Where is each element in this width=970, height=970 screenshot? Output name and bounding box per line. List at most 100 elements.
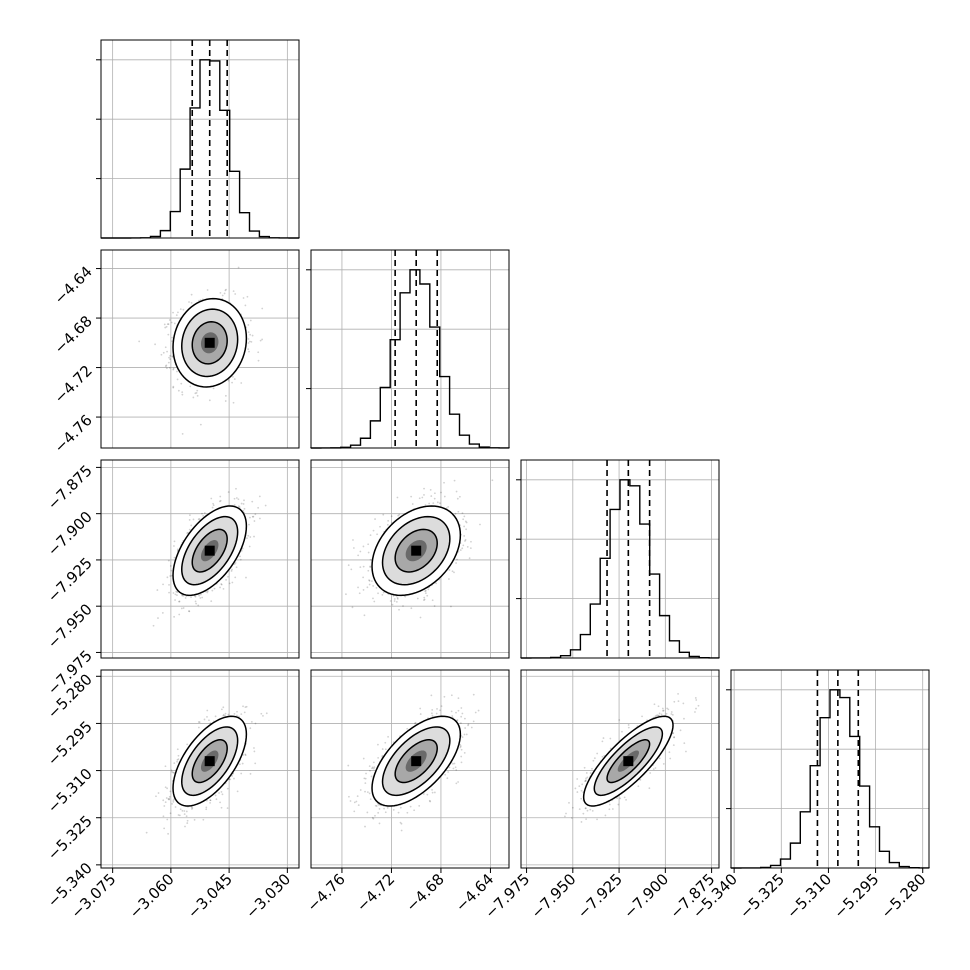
- scatter-point: [188, 610, 190, 612]
- scatter-point: [233, 378, 236, 380]
- scatter-point: [167, 333, 170, 336]
- scatter-point: [233, 504, 236, 506]
- scatter-point: [447, 505, 450, 508]
- scatter-point: [190, 524, 193, 527]
- scatter-point: [351, 606, 354, 609]
- scatter-point: [138, 340, 141, 343]
- scatter-point: [177, 311, 179, 314]
- scatter-point: [440, 705, 443, 708]
- scatter-point: [249, 772, 252, 775]
- scatter-point: [189, 385, 192, 388]
- scatter-point: [672, 744, 675, 746]
- scatter-point: [418, 497, 421, 500]
- scatter-point: [378, 822, 381, 825]
- scatter-point: [662, 709, 665, 712]
- scatter-point: [199, 593, 202, 596]
- density-peak: [623, 756, 634, 767]
- scatter-point: [152, 624, 155, 627]
- scatter-point: [364, 782, 367, 785]
- scatter-point: [181, 594, 184, 597]
- scatter-point: [170, 569, 173, 572]
- scatter-point: [245, 705, 248, 708]
- scatter-point: [347, 564, 350, 567]
- scatter-point: [173, 322, 176, 325]
- scatter-point: [578, 785, 581, 788]
- scatter-point: [168, 356, 170, 359]
- scatter-point: [694, 711, 696, 713]
- scatter-point: [357, 804, 360, 806]
- scatter-point: [456, 558, 458, 561]
- scatter-point: [237, 505, 240, 508]
- scatter-point: [652, 768, 655, 771]
- scatter-point: [672, 732, 675, 734]
- scatter-point: [431, 714, 434, 717]
- scatter-point: [214, 794, 217, 797]
- scatter-point: [184, 825, 186, 828]
- scatter-point: [393, 598, 396, 600]
- scatter-point: [410, 607, 413, 610]
- scatter-point: [206, 715, 208, 718]
- scatter-point: [226, 807, 229, 810]
- scatter-point: [400, 829, 403, 832]
- scatter-point: [438, 502, 441, 505]
- scatter-point: [392, 808, 395, 811]
- scatter-point: [654, 767, 657, 769]
- scatter-point: [181, 809, 184, 812]
- scatter-point: [627, 726, 630, 729]
- scatter-point: [377, 743, 379, 746]
- scatter-point: [239, 555, 241, 558]
- scatter-point: [180, 382, 183, 385]
- scatter-point: [372, 767, 375, 770]
- scatter-point: [258, 495, 261, 498]
- scatter-point: [402, 605, 404, 607]
- scatter-point: [453, 762, 456, 765]
- scatter-point: [586, 776, 589, 779]
- scatter-point: [197, 518, 200, 521]
- scatter-point: [362, 545, 365, 548]
- scatter-point: [198, 721, 201, 724]
- scatter-point: [161, 612, 164, 614]
- scatter-point: [377, 592, 379, 595]
- scatter-point: [637, 785, 640, 788]
- scatter-point: [168, 795, 171, 798]
- scatter-point: [172, 771, 175, 774]
- x-tick-label: −4.76: [304, 870, 349, 915]
- scatter-point: [433, 497, 436, 500]
- scatter-point: [170, 574, 173, 577]
- scatter-point: [197, 726, 200, 729]
- scatter-point: [251, 500, 254, 503]
- scatter-point: [230, 570, 233, 572]
- scatter-point: [564, 815, 566, 818]
- scatter-point: [249, 727, 252, 730]
- scatter-point: [464, 540, 466, 542]
- scatter-point: [695, 699, 698, 701]
- scatter-panel-4-3: [520, 669, 720, 869]
- scatter-point: [584, 807, 587, 810]
- scatter-point: [592, 759, 595, 762]
- scatter-point: [220, 791, 223, 793]
- scatter-point: [196, 389, 199, 392]
- scatter-point: [173, 556, 176, 559]
- histogram-step-line: [310, 269, 510, 449]
- hist-panel-3: [516, 459, 720, 659]
- scatter-point: [461, 512, 464, 515]
- scatter-point: [244, 754, 247, 756]
- axes-frame: [310, 249, 510, 449]
- scatter-point: [168, 319, 171, 321]
- scatter-point: [391, 603, 394, 606]
- scatter-point: [252, 515, 255, 518]
- scatter-point: [197, 721, 200, 723]
- scatter-point: [182, 308, 185, 311]
- x-tick-label: −3.030: [242, 870, 294, 922]
- scatter-point: [176, 370, 178, 373]
- scatter-point: [181, 432, 184, 435]
- scatter-point: [264, 504, 267, 507]
- scatter-point: [697, 704, 700, 707]
- scatter-point: [231, 381, 233, 384]
- scatter-point: [164, 765, 167, 768]
- scatter-point: [185, 815, 188, 818]
- scatter-point: [177, 758, 180, 761]
- scatter-point: [460, 715, 463, 718]
- scatter-point: [443, 695, 446, 698]
- scatter-point: [357, 586, 359, 589]
